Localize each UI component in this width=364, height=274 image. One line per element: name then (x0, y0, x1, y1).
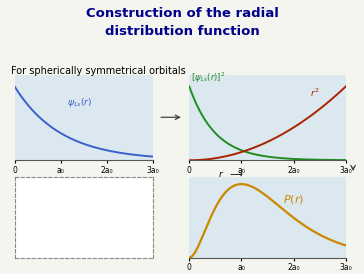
Text: $P(r)$: $P(r)$ (283, 193, 304, 206)
Text: $\psi_{1s}(r)$: $\psi_{1s}(r)$ (67, 96, 92, 109)
Text: $r$  $\longrightarrow$: $r$ $\longrightarrow$ (218, 169, 244, 178)
Text: $r^2$: $r^2$ (310, 87, 320, 99)
Text: Construction of the radial: Construction of the radial (86, 7, 278, 20)
Text: $[\psi_{1s}(r)]^2$: $[\psi_{1s}(r)]^2$ (191, 71, 225, 85)
Text: distribution function: distribution function (104, 25, 260, 38)
Text: For spherically symmetrical orbitals: For spherically symmetrical orbitals (11, 66, 186, 76)
